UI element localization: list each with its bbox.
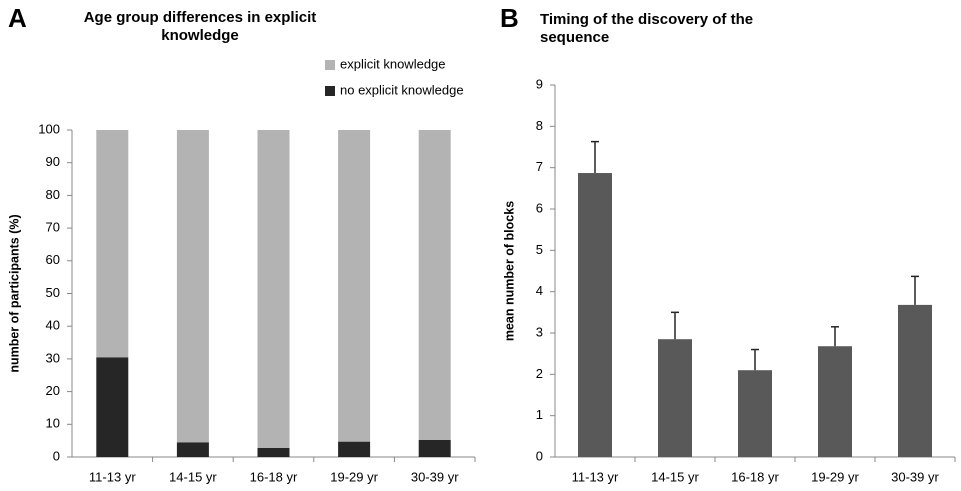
y-tick-label: 8 [536,118,543,133]
panel-label: B [500,3,519,33]
y-tick-label: 3 [536,324,543,339]
bar-segment [257,130,290,448]
y-tick-label: 4 [536,283,543,298]
bar [578,173,612,458]
y-tick-label: 6 [536,200,543,215]
y-tick-label: 60 [46,252,60,267]
y-tick-label: 30 [46,350,60,365]
legend-swatch [325,86,335,96]
legend-label: explicit knowledge [340,56,446,71]
x-tick-label: 30-39 yr [411,469,459,484]
y-axis-label: number of participants (%) [7,214,21,372]
bar-segment [176,130,209,443]
bar [818,346,852,457]
bar-segment [338,441,371,457]
bar [898,304,932,457]
x-tick-label: 14-15 yr [651,469,699,484]
y-axis-label: mean number of blocks [502,201,516,341]
y-tick-label: 5 [536,242,543,257]
x-tick-label: 11-13 yr [89,469,136,484]
bar-segment [176,442,209,457]
y-tick-label: 10 [46,416,60,431]
bar-segment [96,357,129,457]
bar-segment [96,130,129,358]
y-tick-label: 80 [46,187,60,202]
x-tick-label: 16-18 yr [731,469,779,484]
x-tick-label: 11-13 yr [572,469,619,484]
title-line: Age group differences in explicit [84,9,317,26]
x-tick-label: 19-29 yr [811,469,859,484]
y-tick-label: 1 [536,407,543,422]
y-tick-label: 9 [536,76,543,91]
bar [658,339,692,457]
title-line: knowledge [161,27,239,44]
x-tick-label: 16-18 yr [250,469,298,484]
x-tick-label: 19-29 yr [330,469,378,484]
bar [738,370,772,457]
chart-title: Timing of the discovery of the sequence [540,11,753,46]
x-tick-label: 14-15 yr [169,469,217,484]
y-tick-label: 40 [46,318,60,333]
bar-segment [257,447,290,457]
bar-segment [418,439,451,457]
y-tick-label: 100 [38,121,60,136]
x-tick-label: 30-39 yr [891,469,939,484]
title-line: Timing of the discovery of the [540,11,753,28]
panel-label: A [8,3,27,33]
y-tick-label: 2 [536,366,543,381]
y-tick-label: 7 [536,159,543,174]
y-tick-label: 20 [46,383,60,398]
legend-swatch [325,60,335,70]
bar-segment [338,130,371,442]
y-tick-label: 0 [53,448,60,463]
y-tick-label: 70 [46,220,60,235]
y-tick-label: 50 [46,285,60,300]
bar-segment [418,130,451,440]
legend-label: no explicit knowledge [340,82,464,97]
chart-title: Age group differences in explicit knowled… [84,9,317,44]
y-tick-label: 90 [46,154,60,169]
y-tick-label: 0 [536,448,543,463]
title-line: sequence [540,29,609,46]
